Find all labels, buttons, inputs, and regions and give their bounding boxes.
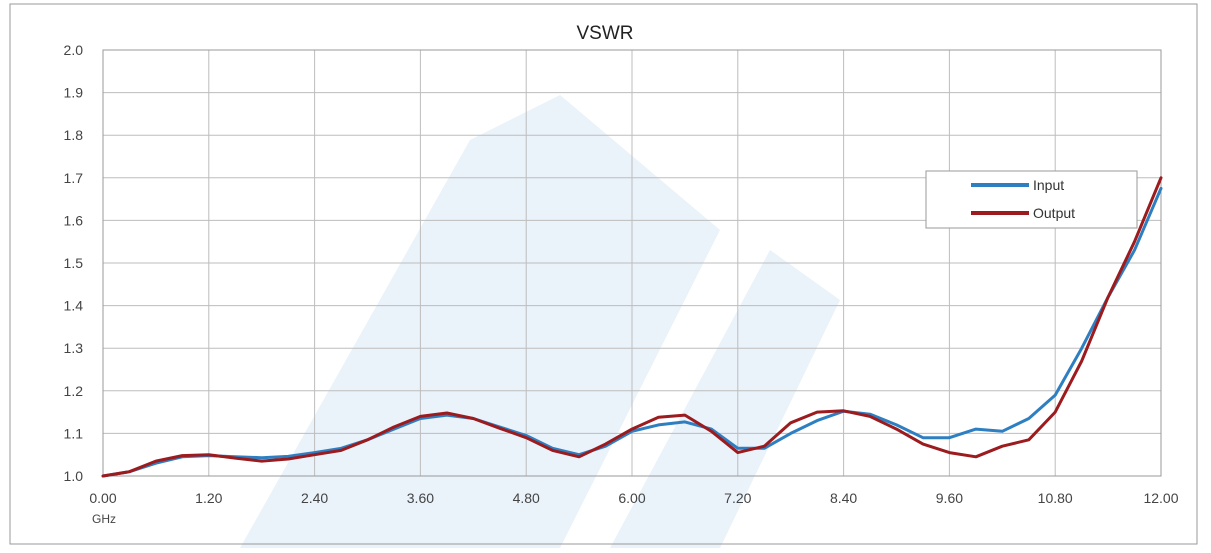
plot-area	[102, 49, 1162, 477]
y-tick-label: 1.3	[64, 340, 84, 356]
y-tick-label: 1.0	[64, 468, 84, 484]
x-tick-label: 4.80	[513, 490, 540, 506]
x-tick-label: 9.60	[936, 490, 963, 506]
y-tick-label: 1.1	[64, 425, 84, 441]
legend-label-output: Output	[1033, 205, 1075, 221]
legend: Input Output	[925, 170, 1138, 229]
watermark-logo	[240, 95, 840, 548]
legend-label-input: Input	[1033, 177, 1064, 193]
legend-box	[925, 170, 1138, 229]
series-line-input	[101, 186, 1163, 478]
series-lines	[101, 176, 1163, 478]
x-axis-ticks: 0.00 1.20 2.40 3.60 4.80 6.00 7.20 8.40 9.60 10.8…	[89, 490, 1178, 506]
y-tick-label: 1.8	[64, 127, 84, 143]
y-tick-label: 1.5	[64, 255, 84, 271]
x-tick-label: 12.00	[1143, 490, 1178, 506]
y-tick-label: 1.6	[64, 212, 84, 228]
y-tick-label: 1.7	[64, 170, 84, 186]
chart-frame	[9, 3, 1198, 545]
y-tick-label: 1.9	[64, 85, 84, 101]
chart-title: VSWR	[577, 23, 634, 44]
x-tick-label: 7.20	[724, 490, 751, 506]
grid-lines	[102, 49, 1162, 477]
y-tick-label: 1.2	[64, 383, 84, 399]
x-tick-label: 2.40	[301, 490, 328, 506]
x-tick-label: 10.80	[1038, 490, 1073, 506]
x-tick-label: 0.00	[89, 490, 116, 506]
watermark-shape-left	[240, 95, 720, 548]
y-tick-label: 2.0	[64, 42, 84, 58]
x-tick-label: 1.20	[195, 490, 222, 506]
watermark-shape-right	[610, 250, 840, 548]
x-axis-unit-label: GHz	[92, 512, 116, 526]
y-tick-label: 1.4	[64, 298, 84, 314]
y-axis-ticks: 1.0 1.1 1.2 1.3 1.4 1.5 1.6 1.7 1.8 1.9 2.0	[64, 42, 84, 484]
x-tick-label: 3.60	[407, 490, 434, 506]
series-line-output	[101, 176, 1163, 478]
x-tick-label: 6.00	[618, 490, 645, 506]
x-tick-label: 8.40	[830, 490, 857, 506]
